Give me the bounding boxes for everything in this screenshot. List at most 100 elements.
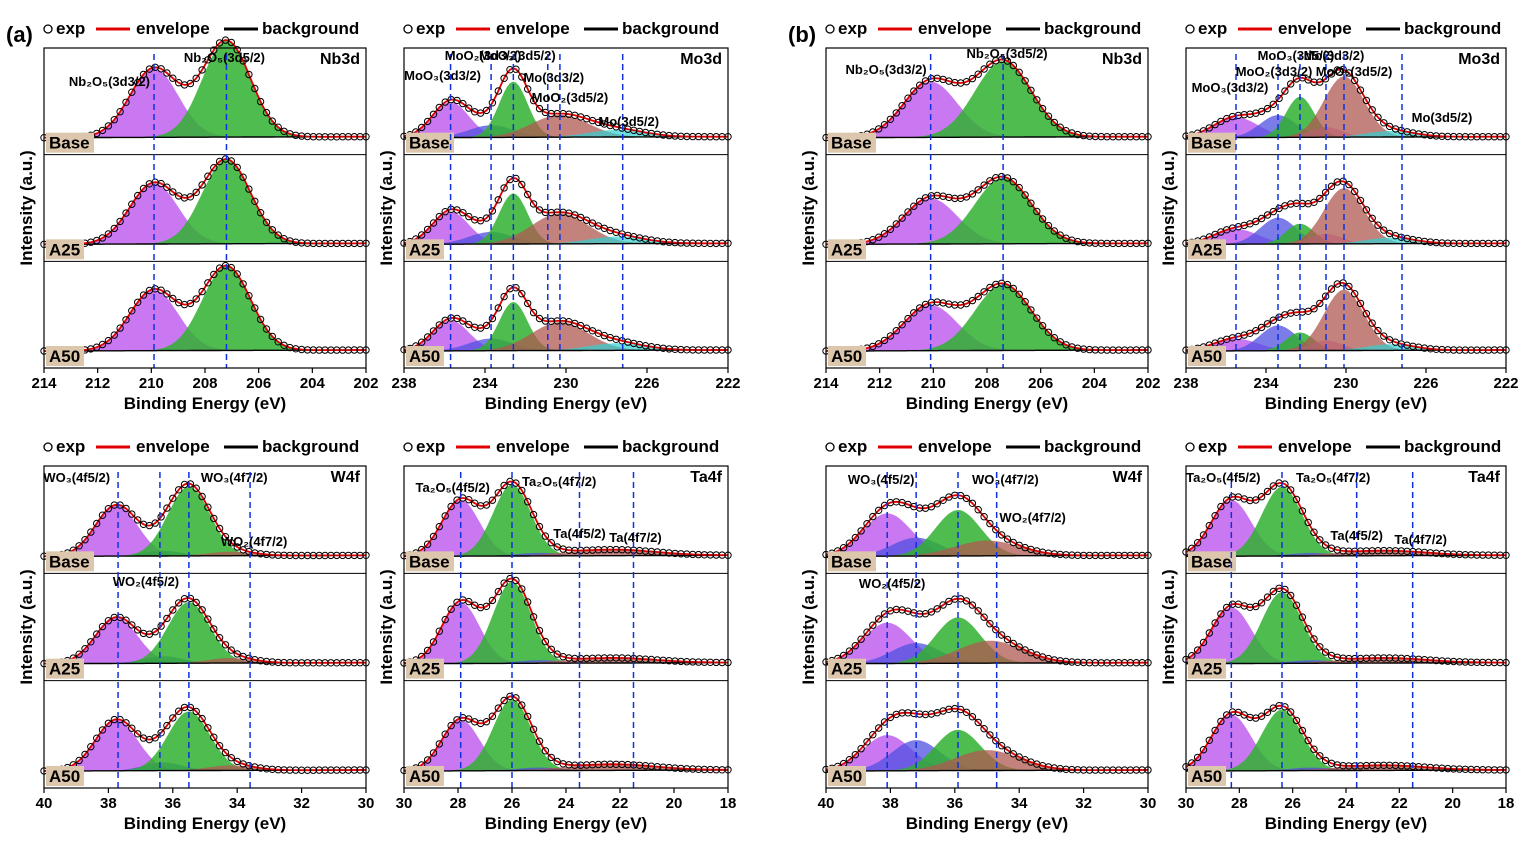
exp-point: [1109, 133, 1117, 141]
exp-point: [459, 99, 467, 108]
peak-label: WO₃(4f7/2): [972, 472, 1039, 487]
x-tick-label: 38: [882, 795, 899, 812]
exp-point: [476, 324, 485, 332]
exp-point: [939, 496, 947, 504]
exp-point: [880, 121, 889, 129]
x-axis-label: Binding Energy (eV): [124, 814, 286, 833]
exp-point: [910, 87, 918, 95]
exp-point: [1257, 214, 1266, 223]
exp-point: [1027, 86, 1035, 95]
exp-point: [423, 756, 432, 764]
exp-point: [110, 224, 119, 233]
sample-tag-a50: [828, 766, 866, 786]
exp-point: [1415, 130, 1423, 138]
exp-point: [256, 97, 265, 106]
peak-label: WO₂(4f5/2): [113, 574, 179, 589]
background-line-a50: [404, 349, 728, 352]
exp-point: [104, 719, 113, 727]
exp-point: [447, 502, 455, 511]
exp-point: [500, 74, 508, 83]
x-tick-label: 24: [558, 795, 575, 812]
exp-point: [227, 38, 236, 47]
exp-point: [1103, 766, 1111, 774]
peak-label: MoO₃(3d5/2): [1258, 48, 1335, 63]
exp-point: [1009, 538, 1017, 547]
sample-label-a25: A25: [49, 240, 80, 259]
x-tick-label: 40: [36, 795, 53, 812]
exp-point: [939, 601, 947, 609]
exp-point: [1321, 648, 1330, 656]
exp-point: [1003, 635, 1012, 644]
sample-label-a25: A25: [49, 660, 80, 679]
exp-point: [192, 74, 200, 83]
exp-point: [1211, 726, 1219, 735]
exp-point: [104, 122, 113, 130]
exp-point: [1205, 521, 1214, 530]
legend-background-label: background: [1404, 437, 1501, 456]
legend-exp-marker: [1185, 442, 1195, 452]
sample-label-a50: A50: [49, 767, 80, 786]
exp-point: [1415, 236, 1423, 245]
sample-label-a50: A50: [49, 347, 80, 366]
exp-point: [535, 522, 544, 531]
exp-point: [1120, 346, 1129, 354]
exp-point: [1426, 763, 1435, 772]
exp-point: [582, 324, 591, 332]
exp-point: [1103, 239, 1111, 248]
exp-point: [1126, 133, 1135, 141]
component-brown-base: [44, 551, 366, 557]
peak-label: WO₃(4f5/2): [43, 470, 110, 485]
sample-tag-a25: [1188, 658, 1226, 679]
chart-b-nb3d: exp envelope background Base A25 A50 Nb₂O₅(3d3…: [799, 19, 1161, 413]
x-tick-label: 38: [100, 795, 117, 812]
y-axis-label: Intensity (a.u.): [1159, 150, 1178, 265]
exp-point: [1217, 502, 1225, 511]
component-green-a25: [1186, 592, 1506, 664]
exp-point: [577, 213, 585, 222]
exp-point: [1496, 239, 1504, 248]
exp-point: [1126, 551, 1135, 560]
exp-point: [128, 621, 136, 629]
exp-point: [1368, 106, 1376, 114]
exp-point: [916, 304, 924, 312]
exp-point: [997, 631, 1006, 639]
exp-point: [1368, 214, 1376, 223]
exp-point: [338, 133, 347, 141]
x-axis-label: Binding Energy (eV): [906, 814, 1068, 833]
exp-point: [986, 731, 994, 739]
exp-point: [518, 585, 526, 593]
exp-point: [274, 658, 282, 667]
exp-point: [286, 766, 294, 774]
exp-point: [1246, 496, 1254, 505]
exp-point: [547, 645, 555, 653]
exp-point: [81, 750, 89, 759]
exp-point: [110, 331, 119, 339]
exp-point: [1351, 187, 1359, 196]
x-tick-label: 40: [818, 795, 835, 812]
exp-point: [198, 714, 206, 723]
exp-point: [476, 109, 485, 117]
panel-title: Nb3d: [1102, 51, 1142, 68]
sample-label-base: Base: [409, 134, 450, 153]
peak-label: Ta(4f7/2): [609, 530, 662, 545]
exp-point: [886, 225, 895, 234]
exp-point: [1056, 123, 1064, 131]
peak-label: MoO₂(3d3/2): [445, 48, 522, 63]
exp-point: [423, 646, 432, 655]
exp-point: [350, 133, 358, 141]
exp-point: [1484, 239, 1493, 248]
exp-point: [1252, 217, 1260, 226]
exp-point: [1339, 65, 1347, 74]
exp-point: [1362, 761, 1371, 770]
exp-point: [139, 291, 148, 299]
legend-envelope-label: envelope: [136, 19, 210, 38]
exp-point: [1132, 551, 1141, 560]
exp-point: [435, 740, 443, 748]
exp-point: [1362, 96, 1371, 105]
exp-point: [233, 46, 241, 54]
exp-point: [1115, 766, 1123, 774]
component-brown-base: [826, 540, 1148, 557]
exp-point: [535, 104, 544, 113]
exp-point: [1333, 761, 1342, 769]
exp-point: [986, 283, 994, 292]
